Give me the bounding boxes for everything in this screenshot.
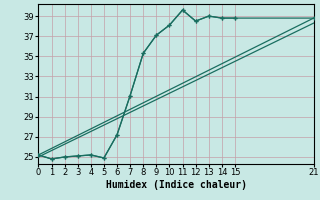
- X-axis label: Humidex (Indice chaleur): Humidex (Indice chaleur): [106, 180, 246, 190]
